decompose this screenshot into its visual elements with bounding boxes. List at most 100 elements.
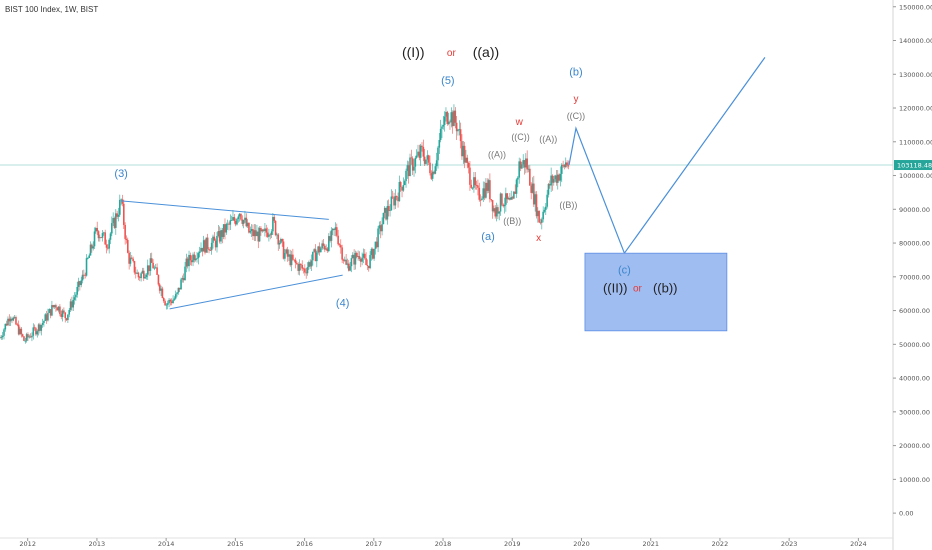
candle-body <box>347 263 350 271</box>
candle-body <box>216 235 218 248</box>
candle-body <box>276 234 278 236</box>
candle-body <box>108 239 110 249</box>
target-zone-label-ii: ((II)) <box>603 280 628 295</box>
y-tick-label: 80000.00 <box>899 240 930 248</box>
candle-body <box>125 238 128 241</box>
candle-body <box>483 188 486 198</box>
y-tick-label: 130000.00 <box>899 71 932 79</box>
candle-body <box>407 165 410 177</box>
candle-body <box>387 206 390 211</box>
candle-body <box>204 240 206 253</box>
candle-body <box>63 310 65 313</box>
candle-body <box>454 110 457 123</box>
wave-labels: (3) (4) (5) ((I)) or ((a)) (b) y ((C)) w ((C)) ((A)… <box>114 44 630 310</box>
candle-body <box>370 248 373 256</box>
candle-body <box>220 230 222 242</box>
wave-label: (4) <box>336 298 349 310</box>
candle-body <box>312 251 314 261</box>
candle-body <box>174 294 177 299</box>
candle-body <box>559 173 562 181</box>
candle-body <box>354 252 357 265</box>
candle-body <box>451 112 454 127</box>
candle-body <box>513 191 515 199</box>
candle-body <box>423 156 426 164</box>
candle-body <box>351 254 354 259</box>
candle-body <box>197 253 200 259</box>
candle-body <box>200 247 202 252</box>
x-tick-label: 2020 <box>573 540 590 548</box>
candle-body <box>0 337 3 338</box>
candle-body <box>337 235 339 245</box>
candle-body <box>129 257 132 264</box>
candle-body <box>479 199 482 201</box>
candle-body <box>166 303 169 305</box>
x-tick-label: 2019 <box>504 540 521 548</box>
candle-body <box>262 229 265 231</box>
candle-body <box>413 166 415 171</box>
candle-body <box>128 252 130 264</box>
candle-body <box>518 161 520 178</box>
candle-body <box>56 307 59 311</box>
candle-body <box>313 249 315 252</box>
candle-body <box>142 270 145 279</box>
candle-body <box>445 111 447 117</box>
candle-body <box>138 277 141 279</box>
candle-body <box>234 220 237 225</box>
candle-body <box>537 210 539 217</box>
candle-body <box>317 246 319 253</box>
candle-body <box>176 292 178 295</box>
candle-body <box>475 185 478 186</box>
x-tick-label: 2016 <box>296 540 313 548</box>
candle-body <box>487 180 490 191</box>
candle-body <box>523 160 526 168</box>
candle-body <box>566 162 568 166</box>
candle-body <box>133 261 136 273</box>
candle-body <box>558 174 560 181</box>
candle-body <box>111 223 113 234</box>
candle-body <box>509 198 511 200</box>
candle-body <box>533 183 535 205</box>
candle-body <box>375 241 378 248</box>
candle-body <box>244 217 246 221</box>
candle-body <box>35 328 37 335</box>
candle-body <box>156 267 158 275</box>
wave-label: ((C)) <box>567 111 586 121</box>
candle-body <box>383 207 386 213</box>
candle-body <box>100 237 102 239</box>
x-tick-label: 2017 <box>366 540 383 548</box>
candle-body <box>522 160 524 165</box>
candle-body <box>304 268 306 273</box>
candle-body <box>517 177 519 180</box>
wave-label: ((a)) <box>473 44 499 60</box>
candle-body <box>40 324 43 331</box>
candle-body <box>61 310 64 317</box>
candle-body <box>478 187 481 200</box>
candle-body <box>274 220 277 236</box>
candle-body <box>374 241 377 249</box>
candle-body <box>474 177 477 186</box>
candle-body <box>552 179 555 183</box>
candle-body <box>471 187 474 189</box>
candle-body <box>252 228 254 237</box>
candle-body <box>539 222 542 224</box>
y-tick-label: 140000.00 <box>899 37 932 45</box>
candle-body <box>164 301 166 306</box>
candle-body <box>205 237 208 253</box>
candle-body <box>15 317 17 325</box>
candle-body <box>45 314 48 321</box>
candle-body <box>285 249 288 254</box>
candle-body <box>83 274 85 276</box>
candle-body <box>281 238 284 242</box>
target-zone-label-or: or <box>633 284 643 295</box>
candle-body <box>447 121 450 124</box>
candle-body <box>173 298 176 300</box>
candle-body <box>288 254 290 257</box>
x-tick-label: 2023 <box>781 540 798 548</box>
candle-body <box>339 245 342 248</box>
candle-body <box>332 228 334 231</box>
candle-body <box>117 214 120 217</box>
candle-body <box>427 155 430 163</box>
candle-body <box>273 216 276 221</box>
y-tick-label: 50000.00 <box>899 341 930 349</box>
